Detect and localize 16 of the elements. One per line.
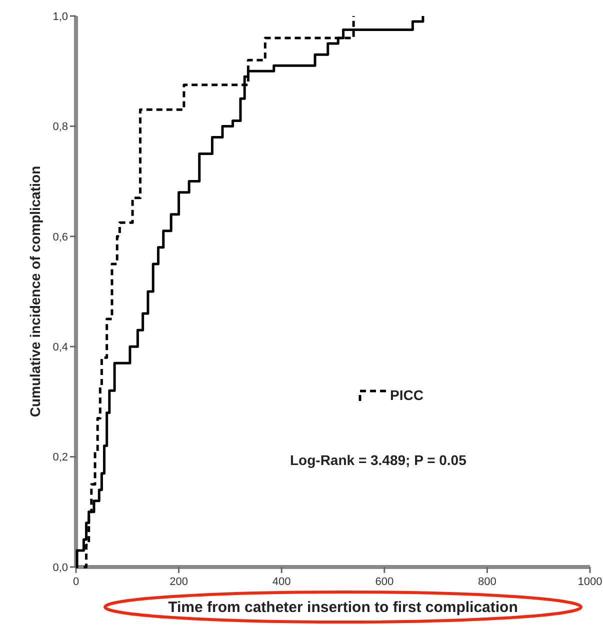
- y-tick-label: 0,0: [52, 562, 68, 574]
- y-tick-label: 0,4: [52, 341, 68, 354]
- x-tick-label: 800: [478, 576, 496, 588]
- y-tick-label: 0,2: [52, 452, 68, 464]
- legend-label: PICC: [390, 386, 424, 403]
- x-tick-label: 400: [272, 576, 291, 588]
- x-tick-label: 0: [72, 576, 80, 588]
- y-tick-label: 0,8: [52, 121, 68, 134]
- x-tick-label: 600: [375, 576, 394, 588]
- x-tick-label: 1000: [578, 576, 602, 588]
- y-tick-label: 1,0: [52, 10, 68, 23]
- y-axis-title: Cumulative incidence of complication: [27, 166, 43, 418]
- y-tick-label: 0,6: [52, 231, 68, 244]
- x-tick-label: 200: [170, 576, 188, 588]
- annotation: Log-Rank = 3.489; P = 0.05: [290, 452, 467, 468]
- x-axis-title: Time from catheter insertion to first complication: [168, 599, 518, 616]
